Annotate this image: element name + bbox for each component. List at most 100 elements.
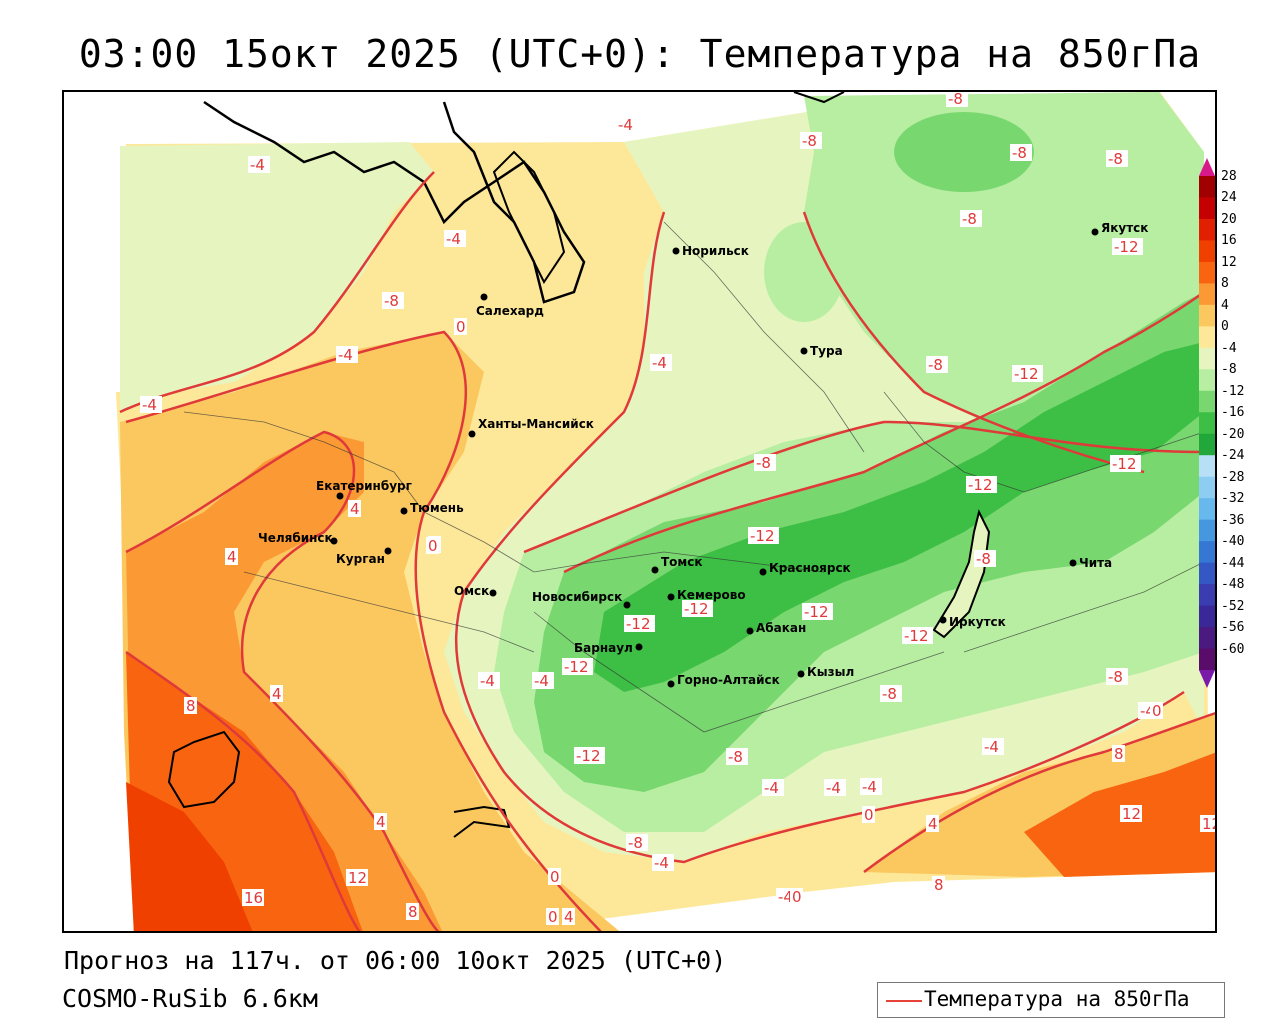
svg-text:-8: -8	[1108, 150, 1123, 168]
isotherm-label: -4	[444, 230, 466, 248]
svg-text:Абакан: Абакан	[756, 621, 806, 635]
svg-text:8: 8	[186, 697, 196, 715]
isotherm-plus8	[125, 650, 361, 931]
isotherm-label: -4	[860, 778, 882, 796]
isotherm-label: 0	[426, 537, 439, 555]
svg-text:8: 8	[934, 876, 944, 894]
svg-text:-8: -8	[976, 550, 991, 568]
svg-text:Ханты-Мансийск: Ханты-Мансийск	[478, 417, 594, 431]
isotherm-label: -12	[562, 658, 593, 676]
colorbar-tick-label: -36	[1221, 512, 1245, 528]
svg-text:Якутск: Якутск	[1101, 221, 1148, 235]
colorbar-tick-label: -16	[1221, 405, 1245, 421]
colorbar-swatch	[1199, 498, 1215, 521]
svg-text:4: 4	[272, 685, 282, 703]
isotherm-label: -8	[726, 748, 748, 766]
colorbar-tick-label: 20	[1221, 211, 1237, 227]
isotherm-label: -4	[650, 354, 672, 372]
colorbar-tick-label: -24	[1221, 448, 1245, 464]
isotherm-minus4-a	[119, 171, 435, 414]
colorbar-tick-label: -20	[1221, 426, 1245, 442]
colorbar-bottom-arrow	[1199, 670, 1215, 688]
svg-text:-4: -4	[652, 354, 667, 372]
outside-domain-sw	[64, 562, 132, 931]
isotherm-label: -12	[624, 615, 655, 633]
svg-text:4: 4	[227, 548, 237, 566]
isotherm-label: -4	[336, 346, 358, 364]
isotherm-label: 0	[862, 806, 875, 824]
colorbar-swatch	[1199, 584, 1215, 607]
colorbar-swatch	[1199, 283, 1215, 306]
city-kemerovo: Кемерово	[667, 588, 746, 602]
isotherm-label: 8	[932, 876, 945, 894]
colorbar-tick-label: -28	[1221, 469, 1245, 485]
city-salekhard: Салехард	[476, 293, 544, 318]
colorbar-swatch	[1199, 369, 1215, 392]
svg-text:-12: -12	[750, 527, 775, 545]
svg-text:-4: -4	[764, 779, 779, 797]
svg-text:-12: -12	[684, 600, 709, 618]
isotherm-label: -12	[682, 600, 713, 618]
isotherm-label: -12	[1012, 365, 1043, 383]
city-chelyabinsk: Челябинск	[258, 531, 338, 545]
svg-text:Челябинск: Челябинск	[258, 531, 333, 545]
svg-text:-4: -4	[618, 116, 633, 134]
isotherm-label: 12	[346, 869, 368, 887]
svg-text:4: 4	[350, 500, 360, 518]
colorbar-swatch	[1199, 519, 1215, 542]
svg-text:-4: -4	[984, 738, 999, 756]
city-irkutsk: Иркутск	[939, 615, 1006, 629]
colorbar-tick-label: -12	[1221, 383, 1245, 399]
isotherm-lines	[119, 171, 1215, 931]
colorbar-tick-label: -60	[1221, 641, 1245, 657]
colorbar-swatch	[1199, 562, 1215, 585]
colorbar-tick-label: 24	[1221, 190, 1237, 206]
isotherm-label: 8	[1112, 745, 1125, 763]
svg-text:Томск: Томск	[661, 555, 703, 569]
isotherm-label: -12	[748, 527, 779, 545]
temperature-colorbar	[1199, 158, 1215, 688]
isotherm-labels: -4-4-8-8-8 -8-8-12-4-8-4-40-4 -8 -12-12-12-…	[140, 92, 1215, 926]
zone-minus12-taimyr	[764, 222, 844, 322]
svg-text:Норильск: Норильск	[682, 244, 749, 258]
svg-text:8: 8	[408, 903, 418, 921]
zone-minus4-west	[120, 142, 434, 412]
svg-text:-8: -8	[1012, 144, 1027, 162]
svg-text:-4: -4	[826, 779, 841, 797]
colorbar-swatch	[1199, 476, 1215, 499]
colorbar-swatch	[1199, 433, 1215, 456]
colorbar-swatch	[1199, 605, 1215, 628]
isotherm-label: 0	[790, 888, 803, 906]
svg-text:-8: -8	[1108, 668, 1123, 686]
isotherm-label: 8	[406, 903, 419, 921]
city-chita: Чита	[1069, 556, 1112, 570]
svg-text:Тура: Тура	[810, 344, 843, 358]
admin-borders	[183, 221, 1205, 733]
colorbar-tick-label: 0	[1221, 319, 1229, 335]
svg-text:-12: -12	[904, 627, 929, 645]
svg-text:4: 4	[928, 815, 938, 833]
svg-text:0: 0	[792, 888, 802, 906]
isotherm-label: -8	[946, 92, 968, 108]
svg-text:-8: -8	[756, 454, 771, 472]
isotherm-label: -4	[478, 672, 500, 690]
svg-text:-4: -4	[778, 888, 793, 906]
city-yakutsk: Якутск	[1091, 221, 1148, 236]
isotherm-minus12	[563, 290, 1205, 574]
svg-text:-4: -4	[250, 156, 265, 174]
svg-text:Екатеринбург: Екатеринбург	[316, 479, 412, 493]
svg-text:Горно-Алтайск: Горно-Алтайск	[677, 673, 780, 687]
colorbar-swatch	[1199, 261, 1215, 284]
isotherm-label: -4	[824, 779, 846, 797]
city-barnaul: Барнаул	[574, 641, 643, 655]
svg-text:-4: -4	[338, 346, 353, 364]
colorbar-swatch	[1199, 176, 1215, 198]
isotherm-label: -8	[926, 356, 948, 374]
model-name: COSMO-RuSib 6.6км	[62, 984, 318, 1013]
colorbar-swatch	[1199, 455, 1215, 478]
svg-text:-4: -4	[142, 396, 157, 414]
legend-label: Температура на 850гПа	[924, 987, 1190, 1011]
svg-text:-8: -8	[628, 834, 643, 852]
colorbar-tick-label: -48	[1221, 577, 1245, 593]
svg-text:Чита: Чита	[1079, 556, 1112, 570]
